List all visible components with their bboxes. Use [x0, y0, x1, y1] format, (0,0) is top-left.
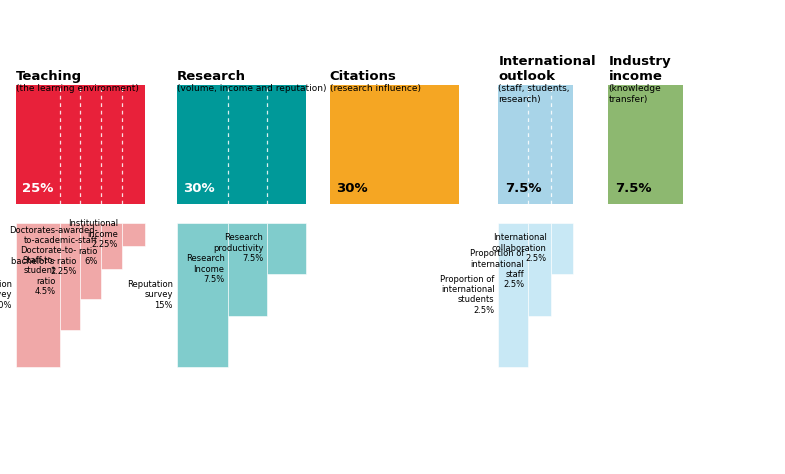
Text: (volume, income and reputation): (volume, income and reputation) [177, 84, 326, 93]
Text: International
collaboration
2.5%: International collaboration 2.5% [492, 233, 546, 263]
Bar [608, 85, 683, 204]
Bar [177, 223, 228, 367]
Text: Research
productivity
7.5%: Research productivity 7.5% [213, 233, 263, 263]
Text: 7.5%: 7.5% [505, 182, 541, 195]
Text: 7.5%: 7.5% [615, 182, 651, 195]
Bar [267, 223, 306, 274]
Text: Doctorate-to-
bachelor's ratio
2.25%: Doctorate-to- bachelor's ratio 2.25% [11, 246, 77, 276]
Text: 30%: 30% [336, 182, 367, 195]
Text: Research: Research [177, 70, 246, 83]
Text: Proportion of
international
students
2.5%: Proportion of international students 2.5… [440, 274, 495, 315]
Text: Reputation
survey
15%: Reputation survey 15% [126, 280, 173, 310]
Bar [228, 223, 267, 316]
Text: Research
Income
7.5%: Research Income 7.5% [185, 255, 225, 284]
Text: 25%: 25% [22, 182, 53, 195]
Text: (staff, students,
research): (staff, students, research) [498, 84, 570, 104]
Text: Doctorates-awarded-
to-academic-staff
ratio
6%: Doctorates-awarded- to-academic-staff ra… [9, 226, 97, 266]
Text: Citations: Citations [330, 70, 396, 83]
Bar [551, 223, 573, 274]
Text: Reputation
survey
10%: Reputation survey 10% [0, 280, 12, 310]
Text: (knowledge
transfer): (knowledge transfer) [608, 84, 661, 104]
Bar [330, 85, 459, 204]
Bar [528, 223, 551, 316]
Text: Institutional
income
2.25%: Institutional income 2.25% [68, 219, 118, 249]
Bar [16, 223, 60, 367]
Text: (research influence): (research influence) [330, 84, 421, 93]
Text: International
outlook: International outlook [498, 55, 596, 83]
Text: 30%: 30% [183, 182, 214, 195]
Bar [60, 223, 81, 329]
Bar [16, 85, 145, 204]
Text: (the learning environment): (the learning environment) [16, 84, 139, 93]
Text: Teaching: Teaching [16, 70, 82, 83]
Bar [122, 223, 145, 246]
Text: Staff-to-
student
ratio
4.5%: Staff-to- student ratio 4.5% [22, 256, 56, 296]
Bar [498, 223, 528, 367]
Bar [498, 85, 573, 204]
Text: Proportion of
international
staff
2.5%: Proportion of international staff 2.5% [470, 249, 524, 289]
Bar [101, 223, 122, 269]
Text: Industry
income: Industry income [608, 55, 671, 83]
Bar [177, 85, 306, 204]
Bar [81, 223, 101, 300]
